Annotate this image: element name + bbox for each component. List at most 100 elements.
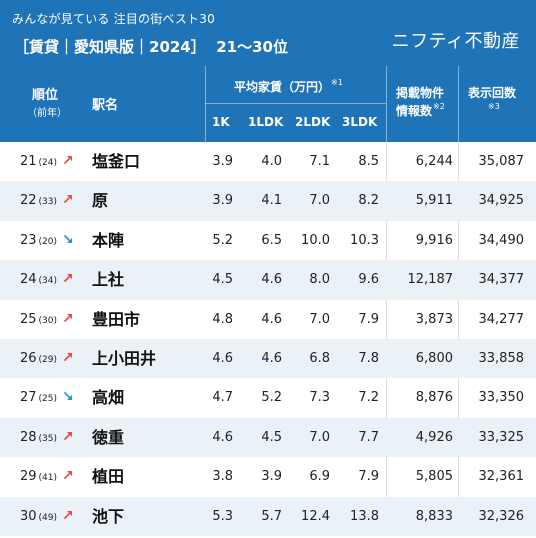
rent-1k: 3.9 [212,193,233,209]
previous-rank: (49) [38,512,58,523]
previous-rank: (24) [38,158,58,168]
rent-1k: 4.7 [212,390,233,406]
col-views: 表示回数 [468,86,517,100]
trend-down-icon: ↘ [62,231,74,248]
trend-up-icon: ↗ [62,468,74,485]
rank-cell: 29 (41) [20,457,57,496]
table-row: 25 (30) ↗ 豊田市 4.8 4.6 7.0 7.9 3,873 34,277 [0,300,536,339]
rank-cell: 26 (29) [20,339,57,378]
station-name: 上社 [92,270,125,290]
header-divider-horizontal [205,103,386,104]
col-rank-sub: （前年） [27,108,67,119]
ranking-table-body: 21 (24) ↗ 塩釜口 3.9 4.0 7.1 8.5 6,244 35,087 22 (33) ↗… [0,142,536,536]
table-row: 27 (25) ↘ 高畑 4.7 5.2 7.3 7.2 8,876 33,350 [0,378,536,417]
col-2ldk: 2LDK [295,115,331,129]
listing-count: 5,911 [415,193,453,209]
view-count: 33,350 [478,390,525,406]
previous-rank: (35) [38,433,58,444]
listing-count: 8,876 [415,390,453,406]
rent-3ldk: 7.2 [358,390,379,406]
table-row: 22 (33) ↗ 原 3.9 4.1 7.0 8.2 5,911 34,925 [0,181,536,221]
rent-2ldk: 6.9 [309,469,330,485]
trend-up-icon: ↗ [62,507,74,524]
view-count: 35,087 [478,154,525,169]
rent-1k: 3.8 [212,469,233,485]
previous-rank: (34) [38,276,58,287]
table-row: 24 (34) ↗ 上社 4.5 4.6 8.0 9.6 12,187 34,377 [0,260,536,300]
rent-2ldk: 6.8 [309,350,330,366]
rent-1ldk: 6.5 [261,232,282,248]
rent-2ldk: 7.0 [309,429,330,445]
col-rent-group: 平均家賃（万円）※1 [234,78,343,95]
rank-number: 22 [20,193,37,209]
rank-number: 26 [20,350,37,366]
listing-count: 9,916 [415,232,453,248]
rent-1k: 3.9 [212,154,233,169]
rent-3ldk: 8.5 [358,154,379,169]
rank-number: 21 [20,154,37,169]
rent-1ldk: 4.1 [261,193,282,209]
rent-3ldk: 9.6 [358,272,379,288]
col-info-line2-label: 情報数 [396,104,433,118]
rank-cell: 25 (30) [20,300,57,339]
rent-1ldk: 5.7 [261,508,282,524]
station-name: 上小田井 [92,348,157,368]
listing-count: 6,800 [415,350,453,366]
station-name: 原 [92,191,109,211]
rank-number: 30 [20,508,37,524]
rent-3ldk: 13.8 [350,508,379,524]
rank-cell: 30 (49) [20,497,57,536]
table-header: 順位 （前年） 駅名 平均家賃（万円）※1 1K 1LDK 2LDK 3LDK … [0,66,536,142]
view-count: 33,858 [478,350,525,366]
rank-cell: 22 (33) [20,181,57,220]
table-row: 29 (41) ↗ 植田 3.8 3.9 6.9 7.9 5,805 32,361 [0,457,536,496]
col-rank: 順位 [32,88,59,103]
trend-up-icon: ↗ [62,310,74,327]
view-count: 34,277 [478,311,525,327]
trend-up-icon: ↗ [62,271,74,288]
listing-count: 5,805 [415,469,453,485]
view-count: 32,361 [478,469,525,485]
rent-1ldk: 5.2 [261,390,282,406]
previous-rank: (30) [38,315,58,326]
rent-2ldk: 10.0 [301,232,330,248]
listing-count: 4,926 [415,429,453,445]
rank-number: 23 [20,232,37,248]
header-subtitle: みんなが見ている 注目の街ベスト30 [12,12,215,26]
header-title: ［賃貸｜愛知県版｜2024］ 21〜30位 [14,38,288,56]
rank-number: 24 [20,272,37,288]
listing-count: 6,244 [415,154,453,169]
station-name: 池下 [92,506,125,526]
view-count: 32,326 [478,508,525,524]
table-row: 28 (35) ↗ 徳重 4.6 4.5 7.0 7.7 4,926 33,325 [0,417,536,458]
rent-1ldk: 4.0 [261,154,282,169]
rent-3ldk: 7.9 [358,469,379,485]
trend-up-icon: ↗ [62,153,74,169]
col-station: 駅名 [92,98,119,113]
table-row: 30 (49) ↗ 池下 5.3 5.7 12.4 13.8 8,833 32,326 [0,496,536,536]
station-name: 塩釜口 [92,152,141,171]
rent-1k: 5.3 [212,508,233,524]
rent-footnote-mark: ※1 [331,78,343,87]
trend-up-icon: ↗ [62,192,74,209]
previous-rank: (20) [38,236,58,247]
previous-rank: (29) [38,354,58,365]
view-count: 34,925 [478,193,525,209]
table-row: 23 (20) ↘ 本陣 5.2 6.5 10.0 10.3 9,916 34,490 [0,221,536,260]
rank-number: 27 [20,390,37,406]
rent-2ldk: 7.0 [309,193,330,209]
rank-number: 29 [20,469,37,485]
rent-1ldk: 4.5 [261,429,282,445]
rent-1ldk: 3.9 [261,469,282,485]
rank-cell: 23 (20) [20,221,57,260]
rent-2ldk: 7.0 [309,311,330,327]
table-row: 21 (24) ↗ 塩釜口 3.9 4.0 7.1 8.5 6,244 35,087 [0,142,536,181]
table-row: 26 (29) ↗ 上小田井 4.6 4.6 6.8 7.8 6,800 33,858 [0,338,536,379]
header-divider [458,66,459,142]
rent-1k: 5.2 [212,232,233,248]
rent-1k: 4.6 [212,429,233,445]
view-count: 34,377 [478,272,525,288]
info-footnote-mark: ※2 [433,102,445,111]
trend-down-icon: ↘ [62,389,74,406]
previous-rank: (33) [38,197,58,208]
